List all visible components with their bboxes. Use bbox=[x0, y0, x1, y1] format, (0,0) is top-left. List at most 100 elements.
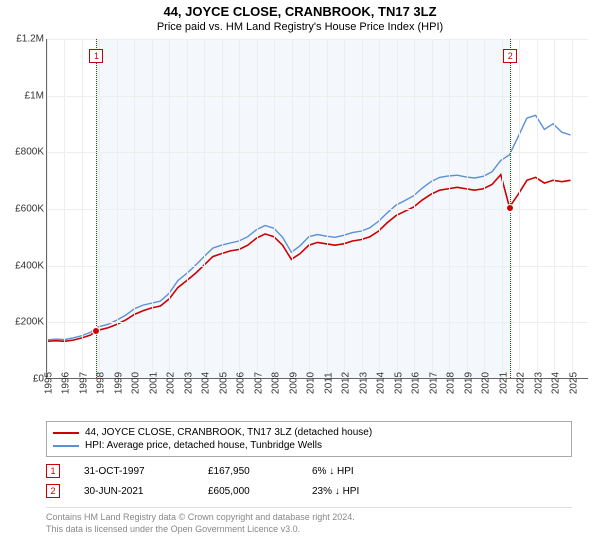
x-tick-label: 2002 bbox=[166, 372, 177, 394]
gridline-vertical bbox=[64, 39, 65, 378]
gridline-vertical bbox=[467, 39, 468, 378]
gridline-vertical bbox=[257, 39, 258, 378]
gridline-horizontal bbox=[47, 322, 588, 323]
legend-swatch bbox=[53, 432, 79, 434]
x-tick-label: 1996 bbox=[61, 372, 72, 394]
sales-row-change: 6% ↓ HPI bbox=[312, 466, 412, 477]
sale-marker bbox=[92, 327, 100, 335]
gridline-vertical bbox=[432, 39, 433, 378]
gridline-vertical bbox=[484, 39, 485, 378]
legend-label: 44, JOYCE CLOSE, CRANBROOK, TN17 3LZ (de… bbox=[85, 427, 372, 438]
x-tick-label: 2007 bbox=[253, 372, 264, 394]
sales-row-price: £167,950 bbox=[208, 466, 288, 477]
x-tick-label: 2013 bbox=[358, 372, 369, 394]
gridline-vertical bbox=[82, 39, 83, 378]
y-tick-label: £800K bbox=[15, 147, 44, 158]
y-tick-label: £600K bbox=[15, 204, 44, 215]
footer-line-2: This data is licensed under the Open Gov… bbox=[46, 524, 572, 536]
x-tick-label: 2004 bbox=[201, 372, 212, 394]
sales-row-change: 23% ↓ HPI bbox=[312, 486, 412, 497]
gridline-vertical bbox=[379, 39, 380, 378]
gridline-vertical bbox=[47, 39, 48, 378]
gridline-vertical bbox=[204, 39, 205, 378]
x-tick-label: 2012 bbox=[341, 372, 352, 394]
gridline-vertical bbox=[309, 39, 310, 378]
sales-row-date: 30-JUN-2021 bbox=[84, 486, 184, 497]
footer-line-1: Contains HM Land Registry data © Crown c… bbox=[46, 512, 572, 524]
legend-item: 44, JOYCE CLOSE, CRANBROOK, TN17 3LZ (de… bbox=[53, 426, 565, 439]
sales-row-flag: 2 bbox=[46, 484, 60, 498]
chart-title: 44, JOYCE CLOSE, CRANBROOK, TN17 3LZ bbox=[0, 0, 600, 19]
sales-row: 1 31-OCT-1997 £167,950 6% ↓ HPI bbox=[46, 461, 572, 481]
x-tick-label: 2018 bbox=[446, 372, 457, 394]
y-tick-label: £1M bbox=[25, 90, 44, 101]
x-tick-label: 2008 bbox=[271, 372, 282, 394]
gridline-vertical bbox=[239, 39, 240, 378]
gridline-vertical bbox=[327, 39, 328, 378]
gridline-vertical bbox=[222, 39, 223, 378]
x-tick-label: 2019 bbox=[463, 372, 474, 394]
chart-subtitle: Price paid vs. HM Land Registry's House … bbox=[0, 19, 600, 39]
footer-attribution: Contains HM Land Registry data © Crown c… bbox=[46, 507, 572, 535]
x-tick-label: 2025 bbox=[568, 372, 579, 394]
gridline-horizontal bbox=[47, 152, 588, 153]
gridline-vertical bbox=[344, 39, 345, 378]
legend-swatch bbox=[53, 445, 79, 447]
x-axis: 1995199619971998199920002001200220032004… bbox=[46, 379, 588, 419]
x-tick-label: 2003 bbox=[183, 372, 194, 394]
gridline-horizontal bbox=[47, 266, 588, 267]
x-tick-label: 2021 bbox=[498, 372, 509, 394]
sale-flag: 1 bbox=[89, 49, 103, 63]
sale-marker bbox=[506, 204, 514, 212]
legend: 44, JOYCE CLOSE, CRANBROOK, TN17 3LZ (de… bbox=[46, 421, 572, 457]
x-tick-label: 2016 bbox=[411, 372, 422, 394]
x-tick-label: 2011 bbox=[323, 372, 334, 394]
x-tick-label: 2023 bbox=[533, 372, 544, 394]
x-tick-label: 2015 bbox=[393, 372, 404, 394]
sales-table: 1 31-OCT-1997 £167,950 6% ↓ HPI 2 30-JUN-2021… bbox=[46, 461, 572, 501]
x-tick-label: 2024 bbox=[551, 372, 562, 394]
gridline-vertical bbox=[449, 39, 450, 378]
x-tick-label: 2005 bbox=[218, 372, 229, 394]
gridline-vertical bbox=[397, 39, 398, 378]
gridline-vertical bbox=[362, 39, 363, 378]
gridline-vertical bbox=[414, 39, 415, 378]
x-tick-label: 1997 bbox=[78, 372, 89, 394]
gridline-vertical bbox=[274, 39, 275, 378]
gridline-vertical bbox=[117, 39, 118, 378]
y-axis: £0£200K£400K£600K£800K£1M£1.2M bbox=[0, 39, 46, 379]
gridline-vertical bbox=[502, 39, 503, 378]
sales-row-flag: 1 bbox=[46, 464, 60, 478]
legend-item: HPI: Average price, detached house, Tunb… bbox=[53, 439, 565, 452]
gridline-horizontal bbox=[47, 96, 588, 97]
x-tick-label: 1998 bbox=[96, 372, 107, 394]
x-tick-label: 2009 bbox=[288, 372, 299, 394]
gridline-vertical bbox=[187, 39, 188, 378]
gridline-vertical bbox=[537, 39, 538, 378]
x-tick-label: 2014 bbox=[376, 372, 387, 394]
y-tick-label: £200K bbox=[15, 317, 44, 328]
y-tick-label: £1.2M bbox=[16, 34, 44, 45]
x-tick-label: 2006 bbox=[236, 372, 247, 394]
gridline-vertical bbox=[554, 39, 555, 378]
gridline-vertical bbox=[152, 39, 153, 378]
gridline-vertical bbox=[572, 39, 573, 378]
gridline-vertical bbox=[519, 39, 520, 378]
sales-row-price: £605,000 bbox=[208, 486, 288, 497]
sales-row-date: 31-OCT-1997 bbox=[84, 466, 184, 477]
gridline-vertical bbox=[169, 39, 170, 378]
sale-flag: 2 bbox=[503, 49, 517, 63]
y-tick-label: £0 bbox=[33, 374, 44, 385]
x-tick-label: 1999 bbox=[113, 372, 124, 394]
gridline-vertical bbox=[134, 39, 135, 378]
gridline-vertical bbox=[292, 39, 293, 378]
legend-label: HPI: Average price, detached house, Tunb… bbox=[85, 440, 322, 451]
gridline-vertical bbox=[99, 39, 100, 378]
x-tick-label: 2010 bbox=[306, 372, 317, 394]
x-tick-label: 2000 bbox=[131, 372, 142, 394]
x-tick-label: 1995 bbox=[44, 372, 55, 394]
chart-container: 44, JOYCE CLOSE, CRANBROOK, TN17 3LZ Pri… bbox=[0, 0, 600, 560]
chart-area: £0£200K£400K£600K£800K£1M£1.2M 12 199519… bbox=[0, 39, 600, 419]
x-tick-label: 2001 bbox=[148, 372, 159, 394]
plot-area: 12 bbox=[46, 39, 588, 379]
